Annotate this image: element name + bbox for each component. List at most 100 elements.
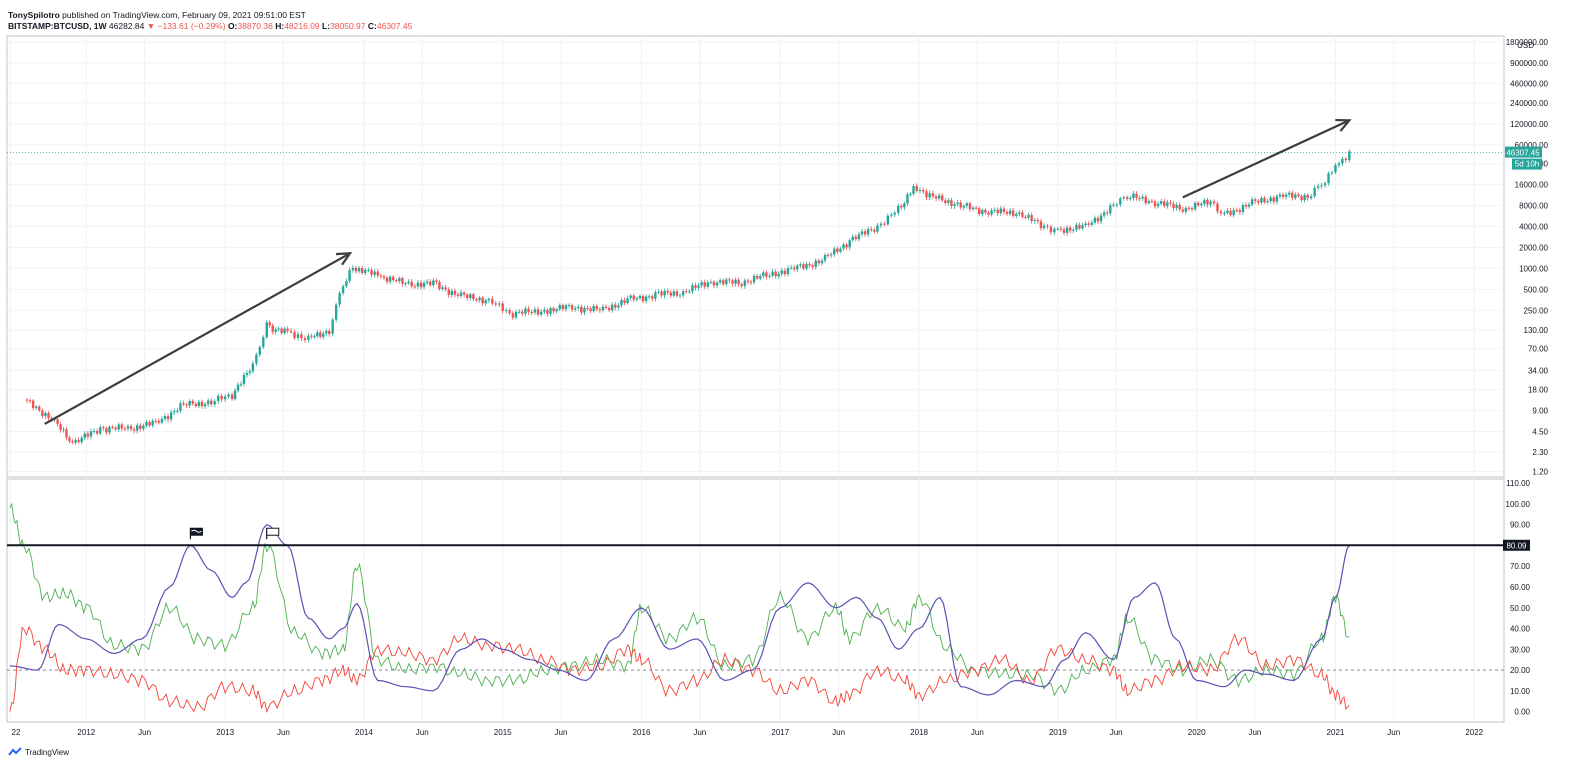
x-tick-label: 2020 <box>1188 728 1206 737</box>
candle-body <box>533 309 537 313</box>
x-tick-label: 22 <box>12 728 21 737</box>
y-tick-label: 240000.00 <box>1510 99 1548 108</box>
symbol-label[interactable]: BITSTAMP:BTCUSD, 1W <box>8 21 107 31</box>
candle-body <box>897 205 900 213</box>
y-tick-label: 8000.00 <box>1519 202 1548 211</box>
candle-body <box>188 401 191 406</box>
candle-body <box>28 400 32 402</box>
candle-body <box>300 334 303 339</box>
y-tick-label: 18.00 <box>1528 386 1549 395</box>
candle-body <box>1344 158 1348 161</box>
candle-body <box>169 412 173 420</box>
candle-body <box>388 276 392 282</box>
candle-body <box>1184 207 1188 212</box>
y-tick-label: 4000.00 <box>1519 223 1548 232</box>
candle-body <box>354 267 358 272</box>
candle-body <box>1046 225 1049 227</box>
oscillator-line-red <box>9 625 1350 714</box>
candle-body <box>811 265 814 267</box>
last-price: 46282.84 <box>108 21 145 31</box>
candle-body <box>1156 203 1160 207</box>
trend-arrow-2020-head <box>1335 118 1352 132</box>
osc-y-tick-label: 30.00 <box>1510 645 1531 654</box>
candle-body <box>310 335 313 337</box>
candle-body <box>694 285 697 288</box>
candle-body <box>255 354 258 364</box>
candle-body <box>248 371 252 373</box>
candle-body <box>906 194 909 204</box>
candle-body <box>1065 227 1069 233</box>
candle-body <box>1247 204 1251 207</box>
candle-body <box>931 193 935 197</box>
y-tick-label: 460000.00 <box>1510 79 1548 88</box>
x-tick-label: 2017 <box>771 728 789 737</box>
candle-body <box>395 280 398 282</box>
candle-body <box>53 419 56 421</box>
oscillator-line-green <box>9 503 1350 697</box>
footer-brand[interactable]: TradingView <box>8 747 69 757</box>
osc-y-tick-label: 60.00 <box>1510 583 1531 592</box>
candle-body <box>364 269 367 274</box>
candle-body <box>685 291 688 293</box>
candle-body <box>950 200 953 207</box>
candle-body <box>863 231 867 235</box>
x-tick-label: Jun <box>1387 728 1400 737</box>
candle-body <box>1313 187 1316 197</box>
candle-body <box>651 296 654 299</box>
y-tick-label: 60000.00 <box>1515 141 1549 150</box>
candle-body <box>577 306 580 309</box>
candle-body <box>401 277 404 284</box>
candle-body <box>947 200 950 204</box>
candle-body <box>552 308 555 312</box>
candle-body <box>331 319 334 334</box>
y-tick-label: 900000.00 <box>1510 59 1548 68</box>
flag-icon <box>266 527 280 540</box>
y-tick-label: 4.50 <box>1532 428 1548 437</box>
candle-body <box>65 429 68 438</box>
candle-body <box>583 308 586 313</box>
threshold-label: 80.09 <box>1506 541 1527 550</box>
candle-body <box>746 280 750 282</box>
candle-body <box>530 311 533 313</box>
osc-y-tick-label: 110.00 <box>1506 479 1530 488</box>
candle-body <box>38 406 41 411</box>
candle-body <box>425 281 429 284</box>
candle-body <box>1069 227 1072 231</box>
oscillator-pane <box>6 478 1505 723</box>
candle-body <box>799 264 802 266</box>
candle-body <box>870 229 873 231</box>
candle-body <box>370 269 373 275</box>
y-tick-label: 1.20 <box>1532 467 1548 476</box>
candle-body <box>392 276 395 281</box>
candle-body <box>1169 202 1172 204</box>
candle-body <box>663 290 666 296</box>
candle-body <box>357 268 361 272</box>
candle-body <box>1049 226 1053 233</box>
candle-body <box>546 309 549 314</box>
candle-body <box>543 309 546 312</box>
candle-body <box>1206 199 1209 205</box>
candle-body <box>1144 196 1147 204</box>
candle-body <box>236 384 240 391</box>
candle-body <box>709 281 713 283</box>
candle-body <box>755 275 759 279</box>
candle-body <box>1102 212 1106 216</box>
candle-body <box>909 193 912 195</box>
candle-body <box>1081 225 1084 229</box>
x-tick-label: 2013 <box>216 728 234 737</box>
y-tick-label: 250.00 <box>1524 306 1549 315</box>
candle-body <box>1033 220 1036 222</box>
flag-pattern <box>191 529 202 533</box>
candle-body <box>1238 210 1242 213</box>
x-tick-label: 2014 <box>355 728 373 737</box>
author-name[interactable]: TonySpilotro <box>8 10 60 20</box>
candle-body <box>41 410 44 417</box>
candle-body <box>86 433 90 437</box>
candle-body <box>191 401 194 404</box>
candle-body <box>117 424 120 430</box>
candle-body <box>777 273 780 277</box>
candle-body <box>1219 211 1223 214</box>
candle-body <box>328 330 331 334</box>
candle-body <box>915 185 918 191</box>
